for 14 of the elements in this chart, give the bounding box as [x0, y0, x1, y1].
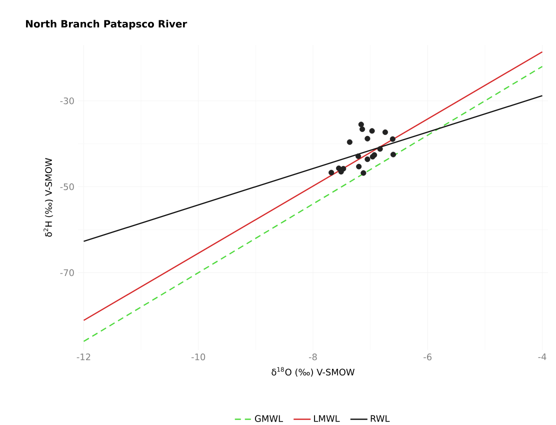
- x-tick-label: -4: [538, 354, 546, 360]
- x-tick-label: -10: [191, 354, 206, 360]
- y-axis-title: δ$^{2}$H (‰) V-SMOW: [44, 158, 53, 237]
- chart-title: North Branch Patapsco River: [26, 20, 188, 30]
- y-tick-label: -50: [60, 183, 74, 190]
- x-tick-label: -12: [76, 354, 90, 360]
- y-tick-label: -70: [60, 269, 74, 276]
- x-axis-title: δ$^{18}$O (‰) V-SMOW: [272, 367, 355, 377]
- legend-label: RWL: [370, 415, 390, 422]
- legend-label: LMWL: [314, 415, 340, 422]
- x-tick-label: -8: [308, 354, 317, 360]
- y-tick-label: -30: [60, 97, 74, 104]
- legend-label: GMWL: [254, 415, 283, 422]
- x-tick-label: -6: [424, 354, 432, 360]
